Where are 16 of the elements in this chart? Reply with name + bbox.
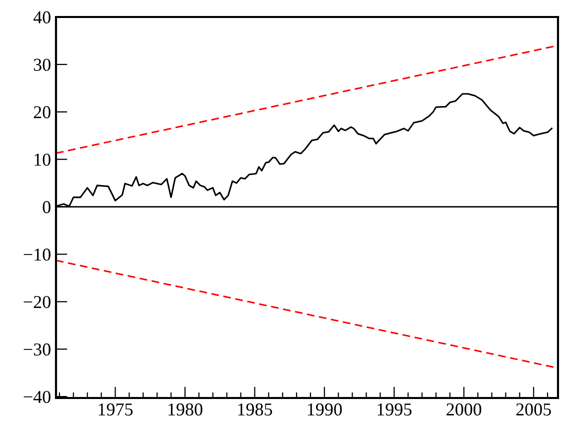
x-tick-label: 1975 [98,403,133,416]
y-tick-label: −20 [24,296,50,308]
y-tick-label: 0 [42,201,50,214]
y-tick-label: −30 [24,343,50,356]
y-tick-label: −10 [24,248,50,261]
x-tick-label: 2005 [516,403,551,416]
x-tick-label: 1995 [378,403,412,416]
x-tick-label: 2000 [446,403,482,416]
x-tick-label: 1990 [308,403,342,416]
y-tick-label: 30 [34,58,50,71]
y-tick-label: 20 [34,106,50,118]
y-tick-label: −40 [24,390,50,404]
y-tick-label: 10 [34,154,50,166]
y-tick-label: 40 [33,11,50,24]
x-tick-label: 1980 [168,403,202,416]
x-tick-label: 1985 [238,403,272,416]
